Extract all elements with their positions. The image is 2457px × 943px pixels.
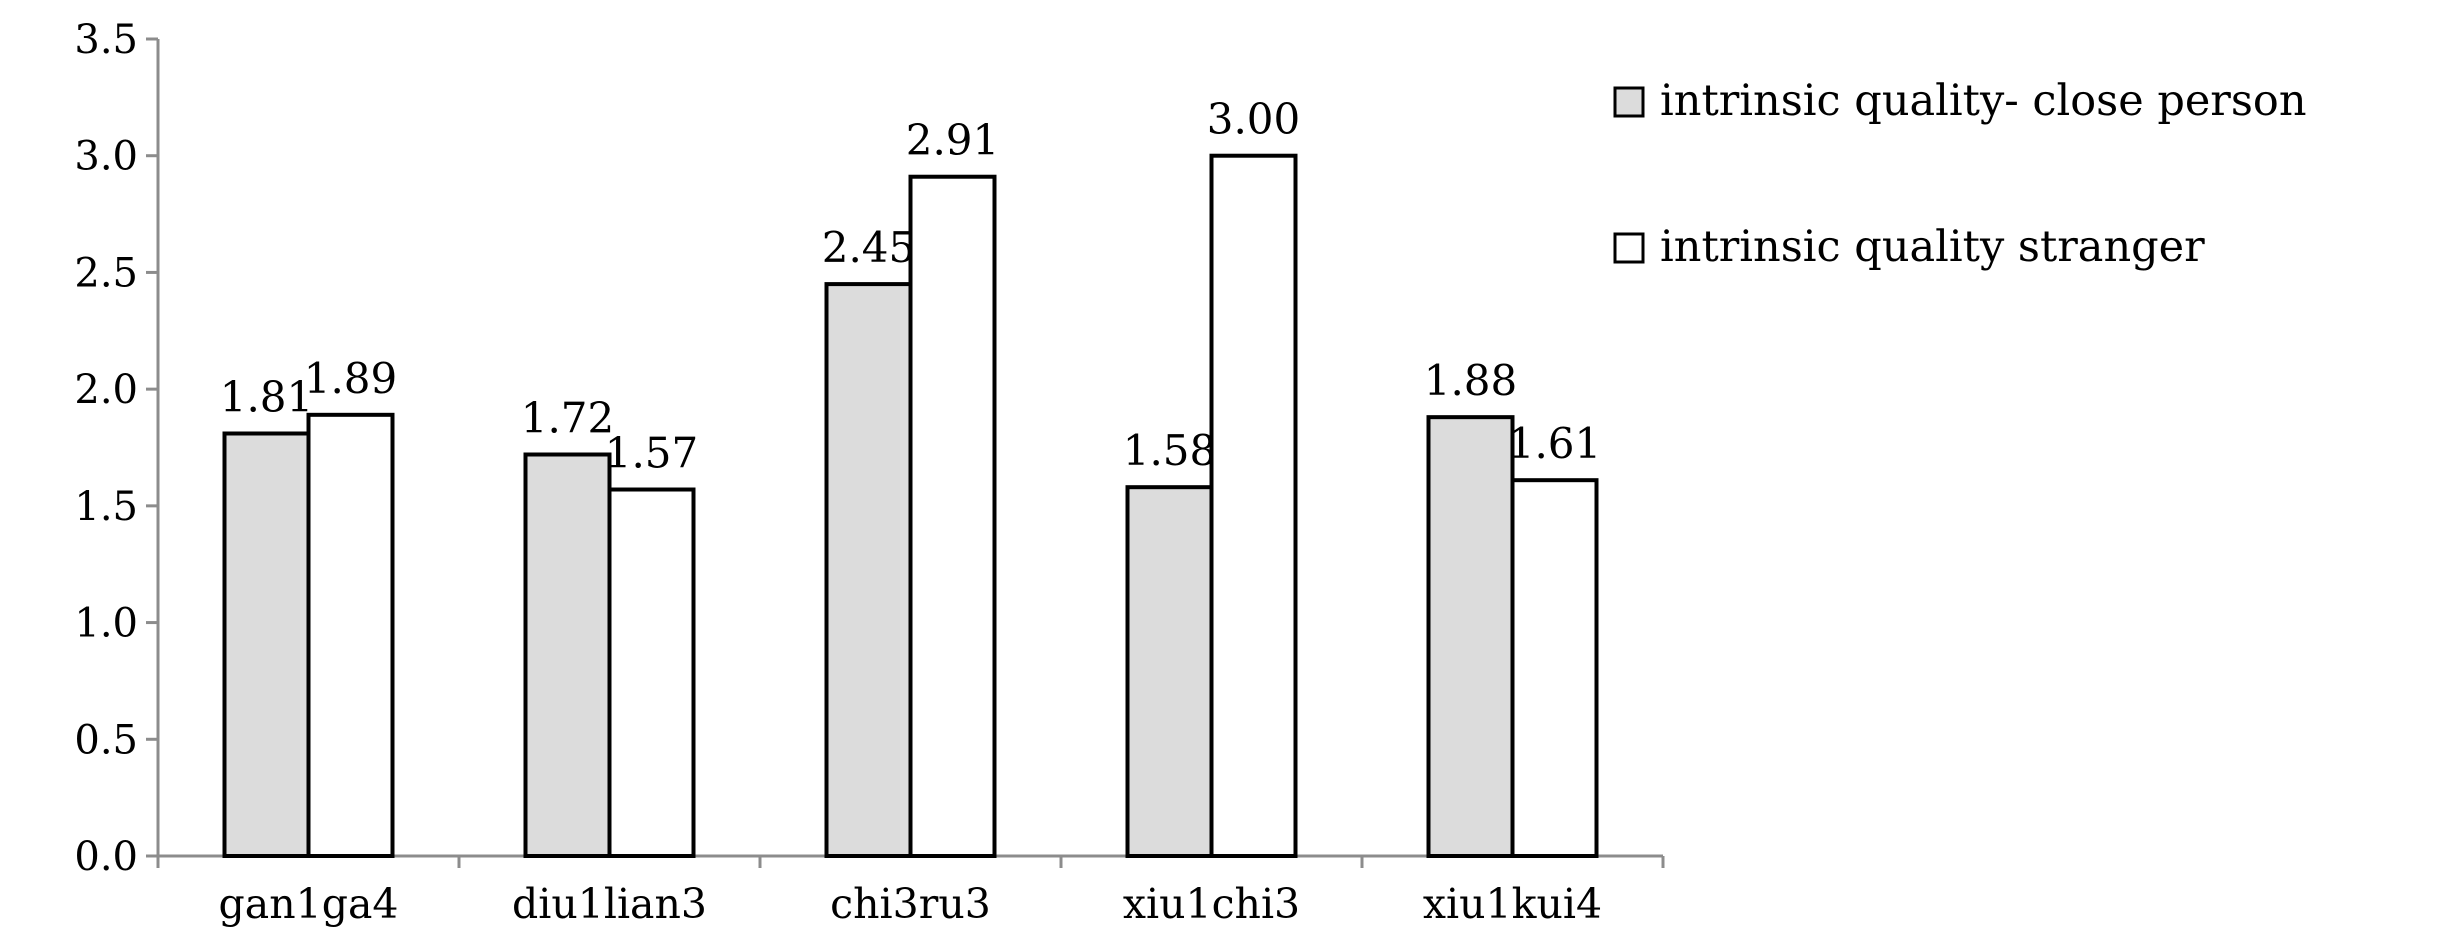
x-axis: gan1ga4 diu1lian3 chi3ru3 xiu1chi3 xiu1kui4	[156, 854, 1665, 928]
data-label: 1.88	[1424, 356, 1518, 405]
bar	[306, 412, 395, 858]
y-tick-label: 0.0	[74, 834, 138, 880]
data-label: 1.89	[304, 354, 398, 403]
data-label: 1.72	[521, 394, 615, 443]
y-tick-label: 2.5	[74, 250, 138, 296]
legend-swatch	[1613, 86, 1645, 118]
bar	[523, 452, 612, 858]
y-tick-label: 2.0	[74, 367, 138, 413]
bar	[824, 282, 913, 859]
bar	[1209, 153, 1298, 858]
x-category-label: xiu1chi3	[1123, 880, 1300, 928]
bar	[1125, 485, 1214, 858]
x-category-label: diu1lian3	[512, 880, 707, 928]
data-label: 1.58	[1123, 426, 1217, 475]
bar	[908, 174, 997, 859]
y-tick-label: 3.5	[74, 17, 138, 63]
data-label: 1.57	[605, 429, 699, 478]
bar	[607, 487, 696, 858]
data-labels-group: 1.811.89 1.721.57 2.45 2.91 1.58 3.00 1.88 1.61	[220, 95, 1602, 478]
bar	[222, 431, 311, 858]
legend: intrinsic quality- close person intrinsic…	[1613, 76, 2307, 272]
x-category-label: gan1ga4	[219, 880, 399, 928]
data-label: 1.61	[1508, 419, 1602, 468]
legend-swatch	[1613, 232, 1645, 264]
legend-label: intrinsic quality stranger	[1660, 222, 2205, 272]
y-tick-label: 1.0	[74, 601, 138, 647]
data-label: 2.91	[906, 116, 1000, 165]
data-label: 1.81	[220, 372, 314, 421]
y-tick-label: 0.5	[74, 717, 138, 763]
bar	[1426, 415, 1515, 858]
legend-label: intrinsic quality- close person	[1660, 76, 2307, 126]
bar	[1510, 478, 1599, 858]
data-label: 2.45	[822, 223, 916, 272]
y-tick-label: 3.0	[74, 134, 138, 180]
x-category-label: xiu1kui4	[1423, 880, 1602, 928]
bars-group	[222, 153, 1599, 859]
data-label: 3.00	[1207, 95, 1301, 144]
y-axis: 0.0 0.5 1.0 1.5 2.0 2.5 3.0 3.5	[74, 17, 160, 880]
y-tick-label: 1.5	[74, 484, 138, 530]
x-category-label: chi3ru3	[830, 880, 991, 928]
